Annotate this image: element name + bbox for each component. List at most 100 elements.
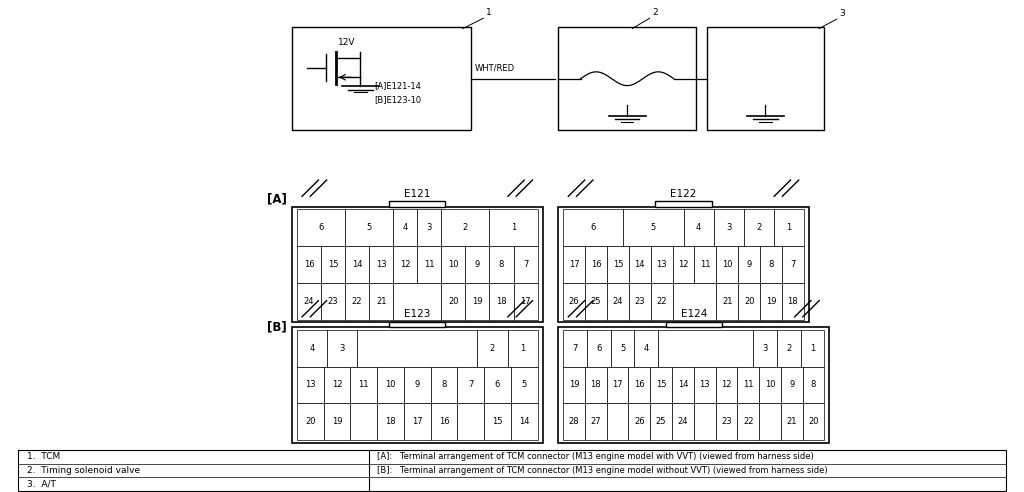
Text: 4: 4 xyxy=(696,223,701,232)
Text: 19: 19 xyxy=(568,380,580,390)
Text: E124: E124 xyxy=(681,309,707,319)
Bar xyxy=(607,283,629,320)
Text: 1: 1 xyxy=(810,343,815,353)
Bar xyxy=(587,330,610,367)
Bar xyxy=(441,209,489,246)
Text: 20: 20 xyxy=(305,417,315,427)
Bar xyxy=(629,367,650,403)
Text: 1.  TCM: 1. TCM xyxy=(27,453,59,461)
Bar xyxy=(650,367,672,403)
Bar xyxy=(672,367,694,403)
Text: [B]: [B] xyxy=(266,321,287,334)
Bar xyxy=(377,367,403,403)
Text: 20: 20 xyxy=(449,297,459,306)
Bar xyxy=(585,367,606,403)
Bar xyxy=(717,246,738,283)
Text: 6: 6 xyxy=(596,343,601,353)
Bar xyxy=(707,27,824,130)
Text: E122: E122 xyxy=(671,189,696,199)
Bar xyxy=(650,246,673,283)
Bar xyxy=(658,330,753,367)
Bar xyxy=(489,246,514,283)
Bar xyxy=(511,403,538,440)
Text: 6: 6 xyxy=(591,223,596,232)
Bar xyxy=(477,330,508,367)
Text: [A]:   Terminal arrangement of TCM connector (M13 engine model with VVT) (viewed: [A]: Terminal arrangement of TCM connect… xyxy=(377,453,814,461)
Bar xyxy=(738,246,760,283)
Text: 7: 7 xyxy=(523,260,528,269)
Bar xyxy=(777,330,801,367)
Text: 15: 15 xyxy=(328,260,338,269)
Bar xyxy=(716,403,737,440)
Bar xyxy=(370,246,393,283)
Text: 8: 8 xyxy=(811,380,816,390)
Bar xyxy=(737,367,759,403)
Bar xyxy=(563,246,585,283)
Bar xyxy=(585,403,606,440)
Bar xyxy=(694,246,717,283)
Bar xyxy=(297,367,324,403)
Text: 24: 24 xyxy=(678,417,688,427)
Bar xyxy=(322,283,345,320)
Text: 16: 16 xyxy=(634,380,645,390)
Bar xyxy=(782,246,804,283)
Text: 7: 7 xyxy=(791,260,796,269)
Text: 16: 16 xyxy=(304,260,314,269)
Text: 14: 14 xyxy=(519,417,529,427)
Text: 4: 4 xyxy=(644,343,649,353)
Text: 17: 17 xyxy=(520,297,530,306)
Bar xyxy=(780,367,803,403)
Bar xyxy=(292,207,543,322)
Text: 15: 15 xyxy=(655,380,667,390)
Bar xyxy=(673,283,717,320)
Bar xyxy=(743,209,774,246)
Text: [B]E123-10: [B]E123-10 xyxy=(374,95,421,104)
Text: [A]: [A] xyxy=(266,193,287,206)
Text: 2: 2 xyxy=(489,343,496,353)
Text: 11: 11 xyxy=(358,380,369,390)
Text: 10: 10 xyxy=(722,260,732,269)
Bar xyxy=(466,283,489,320)
Bar xyxy=(327,330,357,367)
Bar xyxy=(377,403,403,440)
Text: 27: 27 xyxy=(591,417,601,427)
Text: 21: 21 xyxy=(376,297,386,306)
Bar xyxy=(737,403,759,440)
Text: 24: 24 xyxy=(612,297,624,306)
Bar xyxy=(684,209,714,246)
Bar xyxy=(514,283,538,320)
Bar xyxy=(629,283,650,320)
Text: 3: 3 xyxy=(339,343,345,353)
Text: 19: 19 xyxy=(472,297,482,306)
Text: 1: 1 xyxy=(520,343,525,353)
Text: WHT/RED: WHT/RED xyxy=(475,63,515,72)
Text: 8: 8 xyxy=(768,260,774,269)
Text: 14: 14 xyxy=(678,380,688,390)
Bar xyxy=(441,283,466,320)
Bar xyxy=(774,209,804,246)
Text: 26: 26 xyxy=(634,417,645,427)
Text: 11: 11 xyxy=(742,380,754,390)
Text: 22: 22 xyxy=(656,297,667,306)
Text: 21: 21 xyxy=(722,297,732,306)
Bar xyxy=(389,322,445,327)
Text: 10: 10 xyxy=(449,260,459,269)
Text: 13: 13 xyxy=(305,380,315,390)
Text: 3: 3 xyxy=(840,9,846,18)
Text: 20: 20 xyxy=(743,297,755,306)
Text: 26: 26 xyxy=(568,297,580,306)
Bar xyxy=(563,209,624,246)
Bar xyxy=(403,367,431,403)
Text: 8: 8 xyxy=(499,260,504,269)
Bar xyxy=(738,283,760,320)
Text: 23: 23 xyxy=(721,417,732,427)
Bar xyxy=(714,209,743,246)
Bar xyxy=(357,330,477,367)
Text: 7: 7 xyxy=(468,380,473,390)
Text: 3: 3 xyxy=(427,223,432,232)
Bar xyxy=(514,246,538,283)
Bar xyxy=(801,330,824,367)
Text: 23: 23 xyxy=(635,297,645,306)
Text: 1: 1 xyxy=(486,8,493,17)
Text: 2: 2 xyxy=(463,223,468,232)
